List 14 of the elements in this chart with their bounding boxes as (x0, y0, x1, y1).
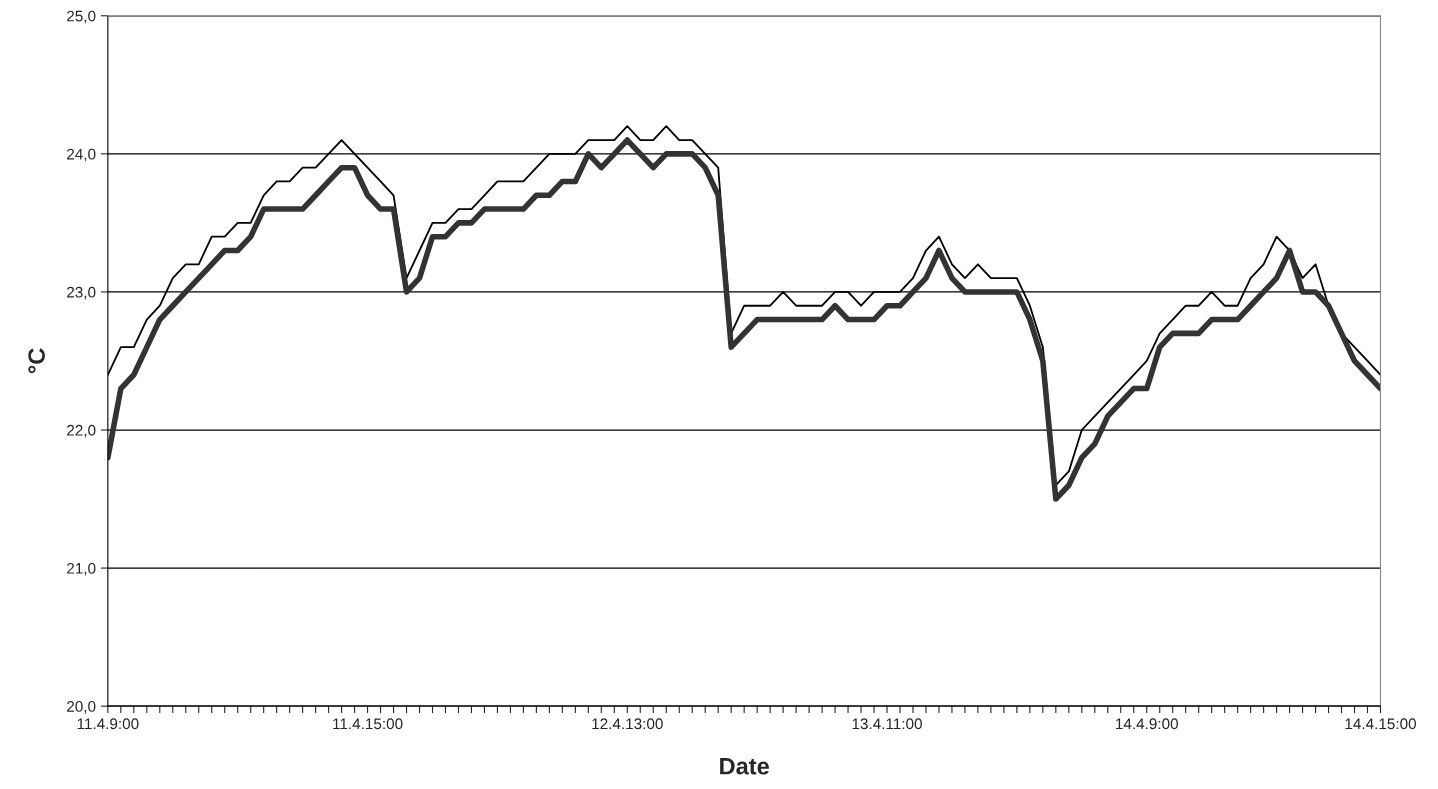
y-tick-label: 21,0 (67, 562, 96, 576)
x-tick-label: 14.4.15:00 (1345, 718, 1416, 730)
x-axis-title: Date (720, 758, 769, 775)
y-tick-label: 23,0 (67, 286, 96, 300)
y-tick-label: 24,0 (67, 148, 96, 162)
y-axis-title: °C (28, 348, 45, 374)
y-tick-label: 20,0 (67, 701, 96, 714)
x-tick-label: 14.4.9:00 (1116, 718, 1178, 730)
x-tick-label: 12.4.13:00 (592, 718, 663, 730)
x-tick-label: 11.4.15:00 (333, 718, 403, 730)
y-tick-label: 22,0 (67, 424, 96, 438)
x-tick-label: 11.4.9:00 (77, 718, 139, 730)
y-tick-label: 25,0 (67, 10, 96, 24)
x-tick-label: 13.4.11:00 (852, 718, 922, 730)
